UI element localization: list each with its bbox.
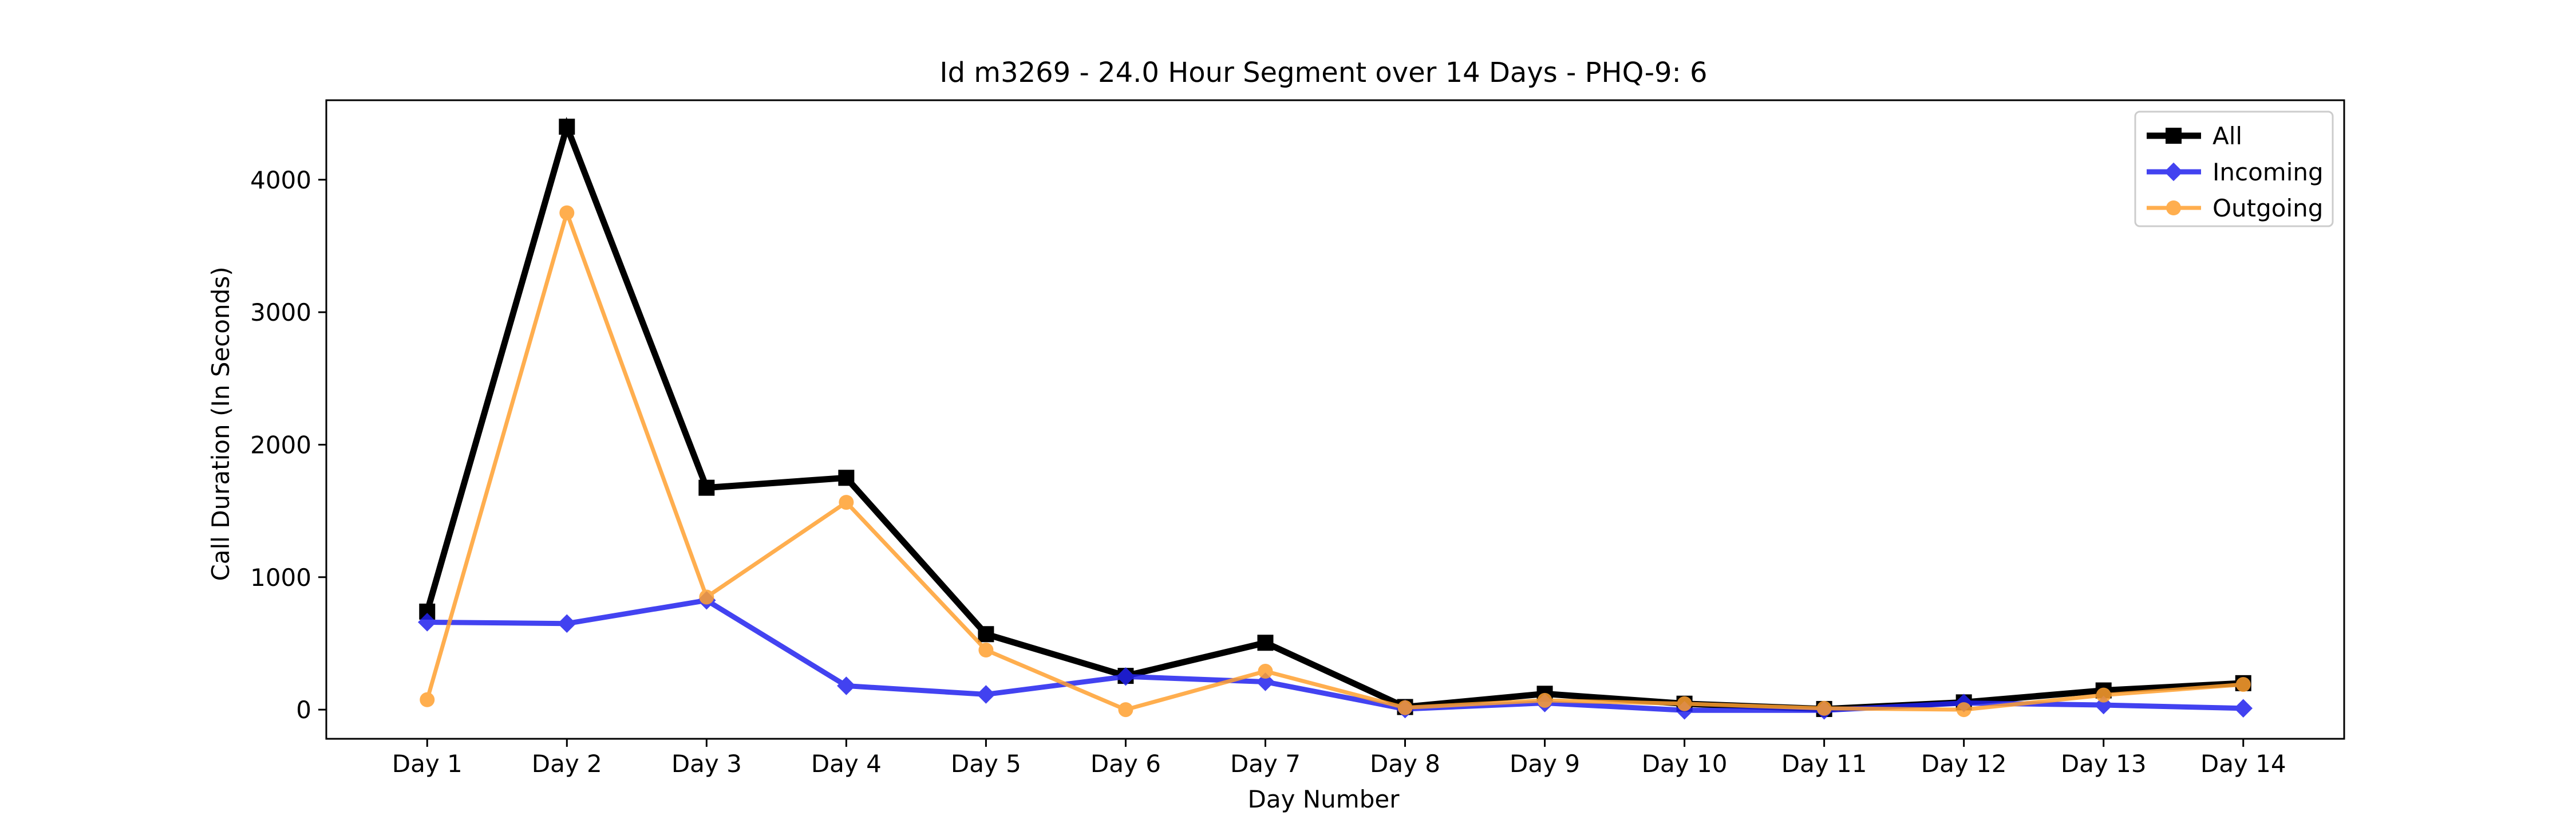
- y-tick-label: 4000: [250, 166, 311, 194]
- x-tick-label: Day 14: [2200, 750, 2286, 778]
- x-tick-label: Day 4: [811, 750, 882, 778]
- data-point-incoming: [837, 676, 856, 695]
- plot-frame: [325, 99, 2345, 740]
- x-tick-label: Day 10: [1642, 750, 1728, 778]
- legend-box: [2134, 111, 2334, 227]
- data-point-incoming: [977, 685, 995, 704]
- data-point-outgoing: [2235, 677, 2251, 692]
- data-point-outgoing: [1816, 700, 1832, 716]
- x-tick-label: Day 7: [1230, 750, 1301, 778]
- series-outgoing: [420, 205, 2251, 718]
- data-point-outgoing: [699, 589, 714, 605]
- data-point-outgoing: [1677, 696, 1692, 711]
- x-tick-label: Day 8: [1370, 750, 1440, 778]
- data-point-outgoing: [2096, 687, 2111, 703]
- legend-entry-outgoing: [2147, 200, 2201, 215]
- legend: All Incoming Outgoing: [2134, 111, 2334, 227]
- x-tick-label: Day 13: [2061, 750, 2147, 778]
- x-tick-label: Day 5: [951, 750, 1021, 778]
- legend-entry-incoming: [2147, 162, 2201, 182]
- data-point-outgoing: [1956, 702, 1971, 718]
- x-axis-label: Day Number: [1247, 785, 1400, 813]
- x-tick-label: Day 2: [532, 750, 602, 778]
- data-point-all: [559, 119, 575, 135]
- data-point-incoming: [558, 614, 576, 633]
- data-point-outgoing: [1537, 692, 1552, 708]
- legend-entry-all: [2147, 128, 2201, 144]
- legend-label: Outgoing: [2212, 194, 2323, 222]
- data-point-all: [978, 626, 994, 643]
- legend-swatch-marker: [2164, 162, 2183, 182]
- y-tick-label: 2000: [250, 431, 311, 459]
- x-tick-label: Day 1: [392, 750, 463, 778]
- data-point-outgoing: [978, 643, 994, 658]
- x-tick-label: Day 11: [1781, 750, 1867, 778]
- x-tick-label: Day 12: [1921, 750, 2007, 778]
- x-tick-label: Day 6: [1091, 750, 1161, 778]
- data-point-outgoing: [839, 495, 854, 510]
- data-point-outgoing: [1258, 664, 1273, 679]
- data-point-outgoing: [1397, 700, 1413, 715]
- chart-title: Id m3269 - 24.0 Hour Segment over 14 Day…: [939, 57, 1707, 89]
- plot-area: Day 1 Day 2 Day 3 Day 4 Day 5 Day 6 Day 7 Day 8…: [250, 99, 2345, 778]
- data-point-incoming: [418, 613, 437, 632]
- legend-swatch-marker: [2166, 200, 2181, 215]
- data-point-outgoing: [420, 692, 435, 707]
- data-point-incoming: [1116, 667, 1135, 686]
- y-axis-label: Call Duration (In Seconds): [207, 266, 235, 581]
- x-tick-label: Day 3: [671, 750, 742, 778]
- data-point-all: [698, 479, 715, 496]
- series-line-incoming: [427, 597, 2243, 713]
- y-tick-label: 3000: [250, 298, 311, 326]
- x-tick-label: Day 9: [1510, 750, 1580, 778]
- legend-label: All: [2212, 122, 2242, 150]
- data-point-incoming: [2234, 699, 2253, 718]
- data-point-outgoing: [1118, 702, 1133, 718]
- y-tick-label: 1000: [250, 564, 311, 592]
- data-point-all: [1257, 635, 1274, 651]
- series-line-outgoing: [425, 206, 2244, 712]
- legend-swatch-marker: [2166, 128, 2182, 144]
- data-point-incoming: [1256, 672, 1275, 691]
- data-point-outgoing: [559, 205, 575, 220]
- legend-label: Incoming: [2212, 158, 2324, 186]
- data-point-all: [838, 470, 855, 486]
- y-tick-label: 0: [296, 696, 311, 724]
